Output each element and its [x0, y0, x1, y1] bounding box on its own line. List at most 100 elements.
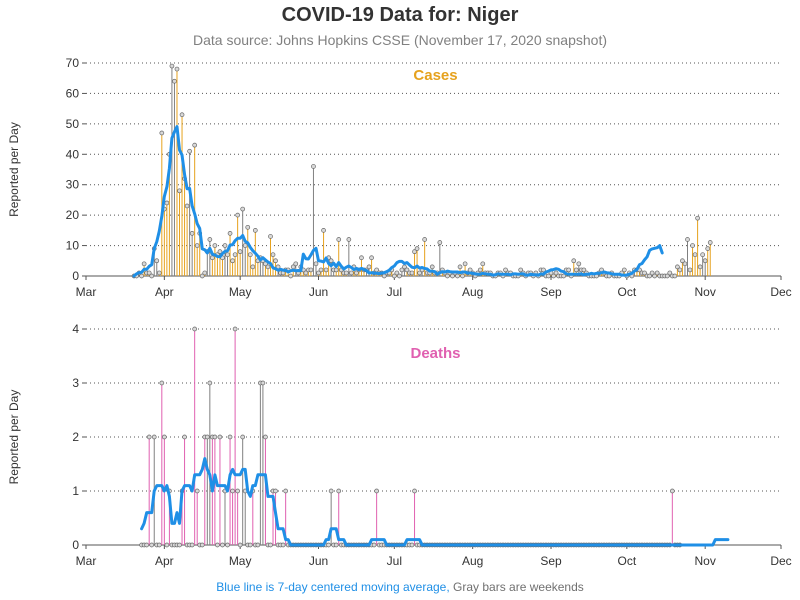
cases-marker [649, 270, 655, 276]
cases-marker [343, 270, 349, 276]
cases-marker [705, 246, 711, 251]
deaths-marker [199, 542, 205, 548]
cases-marker [445, 273, 450, 279]
deaths-marker [225, 542, 230, 548]
cases-marker [199, 273, 205, 279]
y-tick-label: 3 [72, 376, 79, 390]
cases-marker [687, 267, 693, 273]
deaths-marker [237, 542, 243, 548]
cases-marker [225, 252, 230, 258]
cases-marker [252, 228, 258, 233]
deaths-marker [220, 542, 225, 548]
deaths-marker [156, 542, 162, 548]
deaths-marker [255, 542, 261, 548]
cases-marker [245, 224, 251, 230]
cases-marker [551, 273, 556, 279]
cases-marker [311, 164, 316, 169]
cases-panel-title: Cases [413, 67, 457, 84]
deaths-marker [263, 434, 268, 440]
x-tick-label: Oct [618, 285, 637, 299]
deaths-marker [212, 434, 218, 440]
x-tick-label: Mar [76, 285, 97, 299]
cases-marker [397, 273, 402, 279]
cases-marker [409, 270, 415, 276]
cases-marker [571, 258, 577, 264]
deaths-marker [412, 488, 417, 494]
cases-marker [462, 261, 468, 267]
cases-marker [159, 130, 165, 136]
cases-marker [227, 231, 233, 236]
y-tick-label: 60 [66, 86, 80, 100]
deaths-marker [159, 380, 165, 386]
cases-marker [333, 267, 339, 273]
deaths-panel: 0 1 2 3 4 Mar Apr May Jun Jul Aug Sep Oct Nov Dec Repor… [7, 322, 792, 568]
cases-marker [139, 273, 144, 279]
cases-marker [273, 258, 278, 264]
cases-marker [642, 270, 647, 276]
cases-marker [346, 237, 352, 242]
cases-marker [232, 252, 238, 258]
cases-marker [184, 203, 190, 209]
cases-marker [573, 267, 579, 273]
deaths-marker [247, 542, 253, 548]
cases-marker [336, 237, 342, 242]
cases-marker [672, 273, 678, 279]
y-tick-label: 40 [66, 147, 80, 161]
cases-marker [369, 255, 374, 261]
x-tick-label: Dec [770, 554, 791, 568]
y-tick-label: 70 [66, 56, 80, 70]
cases-marker [399, 267, 405, 273]
cases-marker [217, 249, 223, 255]
cases-marker [457, 264, 463, 270]
cases-panel: 0 10 20 30 40 50 60 70 Mar Apr May Jun Jul Aug Sep Oct N… [7, 56, 792, 299]
deaths-marker [146, 434, 152, 440]
y-axis-label: Reported per Day [7, 122, 21, 217]
cases-marker [194, 243, 200, 248]
footer-weekend-note: Gray bars are weekends [453, 580, 584, 594]
deaths-marker [207, 380, 213, 386]
deaths-marker [217, 434, 223, 440]
cases-marker [308, 267, 314, 273]
x-tick-label: Jul [387, 554, 402, 568]
cases-marker [682, 261, 688, 267]
cases-marker [187, 148, 192, 154]
cases-marker [455, 273, 460, 279]
cases-marker [141, 261, 147, 267]
cases-marker [318, 267, 324, 273]
deaths-moving-average-line [140, 457, 730, 547]
cases-marker [700, 252, 706, 258]
deaths-marker [669, 488, 675, 494]
cases-marker [518, 267, 524, 273]
cases-marker [477, 267, 483, 273]
page-title: COVID-19 Data for: Niger [281, 4, 519, 26]
deaths-marker [328, 488, 334, 494]
cases-marker [450, 273, 455, 279]
cases-marker [702, 258, 708, 264]
cases-marker [349, 270, 354, 276]
cases-marker [146, 270, 152, 276]
deaths-marker [230, 488, 235, 494]
x-tick-label: Apr [155, 554, 174, 568]
cases-marker [268, 234, 273, 239]
cases-marker [546, 273, 551, 279]
deaths-marker [161, 434, 167, 440]
cases-marker [323, 267, 329, 273]
cases-marker [695, 215, 700, 221]
cases-marker [270, 252, 276, 258]
cases-marker [321, 228, 326, 233]
y-axis-label: Reported per Day [7, 390, 21, 485]
y-tick-label: 0 [72, 538, 79, 552]
deaths-marker [333, 542, 339, 548]
cases-marker [667, 270, 673, 276]
x-tick-label: Sep [540, 285, 562, 299]
cases-marker [303, 270, 309, 276]
cases-marker [265, 264, 271, 270]
cases-marker [242, 243, 248, 248]
y-tick-label: 0 [72, 269, 79, 283]
cases-marker [164, 200, 170, 206]
x-tick-label: Sep [540, 554, 562, 568]
cases-marker [561, 273, 567, 279]
cases-marker [316, 270, 321, 276]
x-tick-label: Oct [618, 554, 637, 568]
cases-marker [621, 267, 627, 273]
